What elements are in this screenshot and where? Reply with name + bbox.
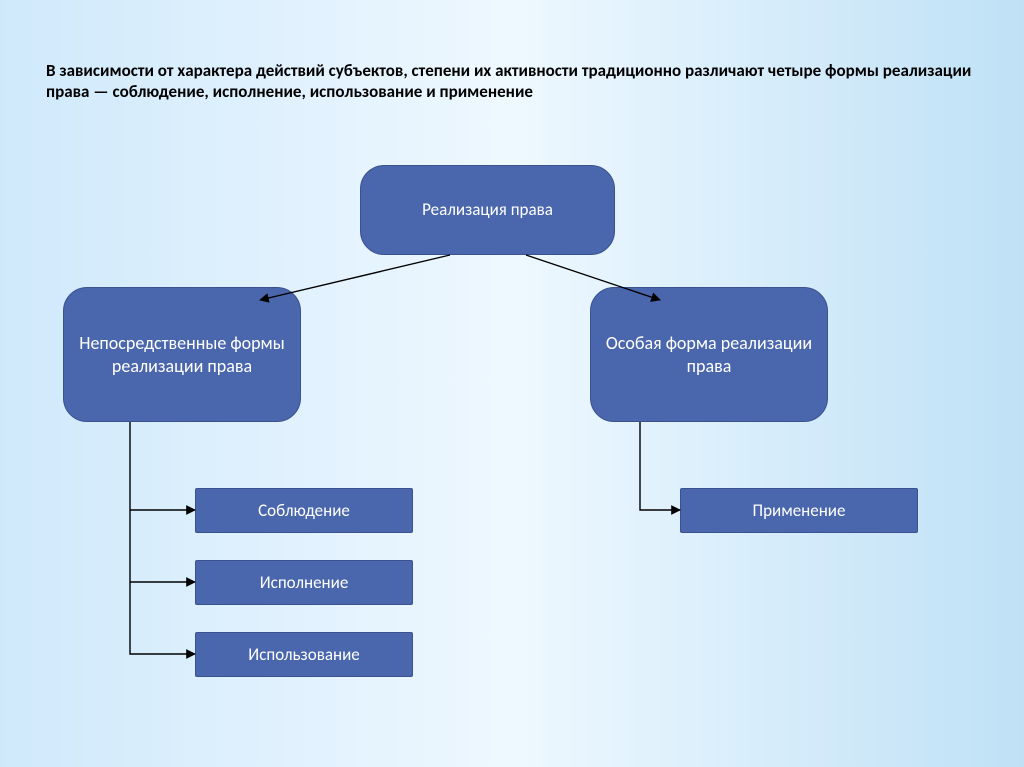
node-right-label: Особая форма реализации права [601,332,817,377]
node-root-label: Реализация права [422,199,553,220]
node-prim: Применение [680,488,918,533]
node-right: Особая форма реализации права [590,287,828,422]
node-isp-label: Исполнение [260,572,349,593]
node-use-label: Использование [248,644,359,665]
node-sobl-label: Соблюдение [258,500,350,521]
node-left-label: Непосредственные формы реализации права [74,332,290,377]
node-use: Использование [195,632,413,677]
node-sobl: Соблюдение [195,488,413,533]
node-left: Непосредственные формы реализации права [63,287,301,422]
node-root: Реализация права [360,165,615,255]
node-prim-label: Применение [753,500,846,521]
page-title: В зависимости от характера действий субъ… [46,60,976,103]
node-isp: Исполнение [195,560,413,605]
